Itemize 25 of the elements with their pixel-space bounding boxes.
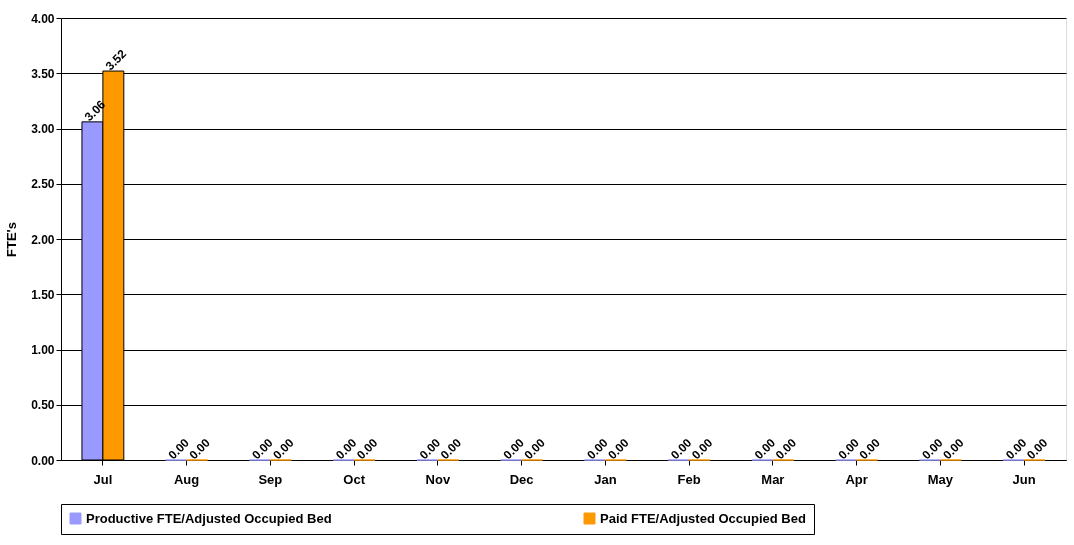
x-tick-label: Mar [761,471,785,487]
x-tick-label: Feb [677,471,701,487]
x-tick-label: Nov [425,471,451,487]
x-tick-label: Sep [258,471,283,487]
legend-label: Productive FTE/Adjusted Occupied Bed [86,510,332,526]
y-axis-title: FTE's [4,222,20,257]
x-tick-label: Aug [173,471,200,487]
y-tick-label: 4.00 [31,11,55,26]
x-tick-label: Apr [845,471,868,487]
x-tick-label: Dec [509,471,534,487]
y-tick-label: 3.50 [31,66,55,81]
x-tick-label: Jun [1012,471,1036,487]
y-tick-label: 2.50 [31,177,55,192]
x-tick-label: May [927,471,954,487]
y-tick-label: 0.50 [31,398,55,413]
y-tick-label: 1.00 [31,343,55,357]
legend-label: Paid FTE/Adjusted Occupied Bed [600,510,806,526]
y-tick-label: 0.00 [31,453,55,468]
y-tick-label: 2.00 [31,232,55,247]
y-tick-label: 3.00 [31,122,55,136]
y-tick-label: 1.50 [31,287,55,302]
x-tick-label: Oct [343,471,366,487]
data-label: 3.52 [102,46,130,74]
x-tick-label: Jul [93,471,113,487]
x-tick-label: Jan [594,471,617,487]
